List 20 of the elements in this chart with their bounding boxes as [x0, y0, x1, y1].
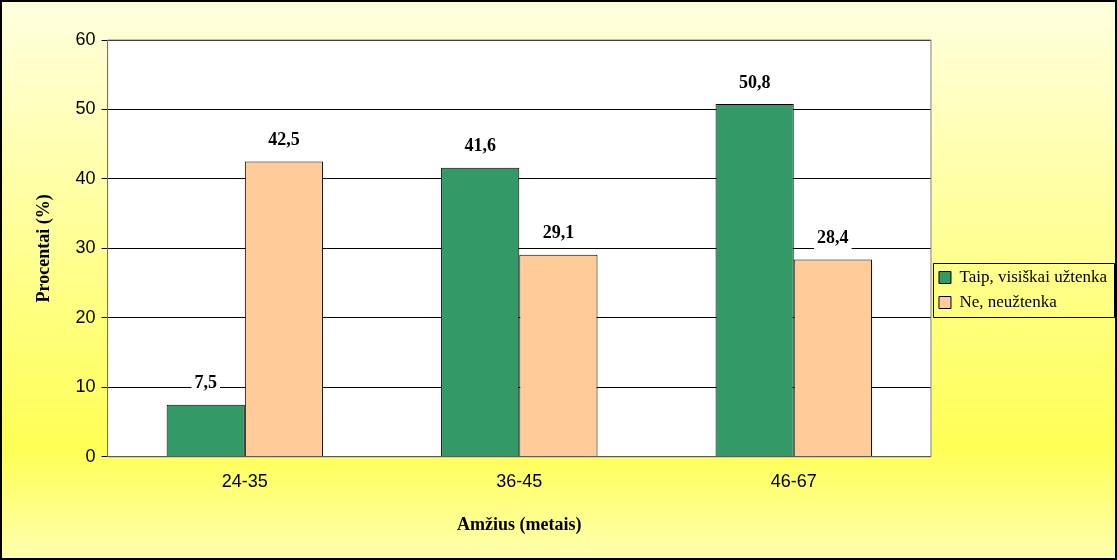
- y-tick-label: 60: [75, 28, 96, 49]
- y-tick-label: 10: [75, 376, 96, 397]
- y-tick-label: 0: [85, 445, 96, 466]
- y-tick-label: 30: [75, 237, 96, 258]
- x-axis-title: Amžius (metais): [457, 513, 582, 535]
- y-axis-title: Procentai (%): [33, 194, 55, 303]
- x-tick-label: 24-35: [221, 470, 268, 491]
- legend-label: Taip, visiškai užtenka: [959, 266, 1108, 286]
- x-tick-label: 46-67: [770, 470, 817, 491]
- x-tick-label: 36-45: [496, 470, 543, 491]
- data-label: 41,6: [464, 135, 496, 156]
- y-tick-label: 40: [75, 167, 96, 188]
- data-label: 28,4: [817, 227, 849, 248]
- data-label: 42,5: [268, 129, 300, 150]
- y-tick-label: 20: [75, 306, 96, 327]
- data-label: 50,8: [738, 71, 771, 92]
- legend-label: Ne, neužtenka: [959, 291, 1058, 311]
- data-label: 7,5: [194, 372, 217, 393]
- data-label: 29,1: [542, 222, 575, 243]
- y-tick-label: 50: [75, 98, 96, 119]
